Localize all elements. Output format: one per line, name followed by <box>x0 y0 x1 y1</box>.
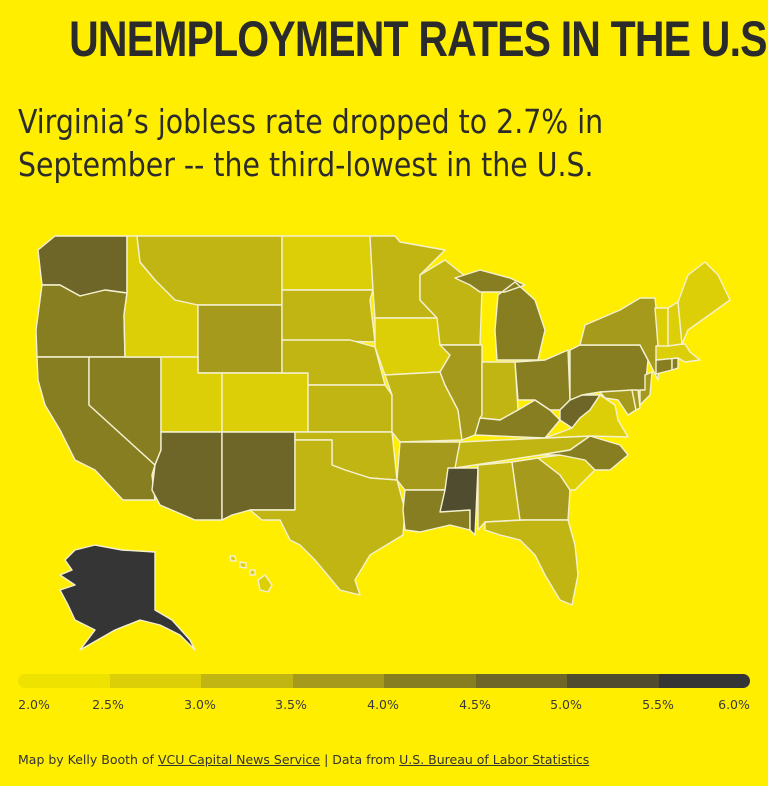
state-michigan[interactable] <box>454 269 546 361</box>
state-texas[interactable] <box>249 439 406 596</box>
state-kansas[interactable] <box>307 384 393 433</box>
state-delaware[interactable] <box>631 389 641 411</box>
us-map <box>0 225 768 665</box>
state-north-carolina[interactable] <box>539 435 629 471</box>
legend-label: 4.0% <box>367 697 399 712</box>
legend-bin-6 <box>567 674 659 688</box>
legend-label: 6.0% <box>718 697 750 712</box>
vcu-capital-news-link[interactable]: VCU Capital News Service <box>157 752 321 767</box>
state-alaska[interactable] <box>59 544 196 651</box>
state-south-dakota[interactable] <box>281 289 376 343</box>
legend-bin-4 <box>384 674 476 688</box>
legend-label: 5.0% <box>550 697 582 712</box>
legend-label: 2.0% <box>18 697 50 712</box>
credit-prefix: Map by Kelly Booth of <box>18 752 158 767</box>
state-oregon[interactable] <box>35 284 128 358</box>
legend-label: 4.5% <box>459 697 491 712</box>
state-colorado[interactable] <box>221 372 309 433</box>
state-wyoming[interactable] <box>197 304 283 374</box>
state-hawaii[interactable] <box>229 555 273 593</box>
legend-bin-5 <box>475 674 567 688</box>
state-north-dakota[interactable] <box>281 235 374 291</box>
state-maine[interactable] <box>677 261 731 345</box>
state-new-jersey[interactable] <box>639 371 653 406</box>
state-rhode-island[interactable] <box>671 357 679 371</box>
page-title: UNEMPLOYMENT RATES IN THE U.S. <box>69 11 768 67</box>
legend-labels: 2.0% 2.5% 3.0% 3.5% 4.0% 4.5% 5.0% 5.5% … <box>0 697 768 715</box>
state-vermont[interactable] <box>654 307 669 347</box>
legend-label: 2.5% <box>92 697 124 712</box>
legend-bin-7 <box>658 674 750 688</box>
legend-bin-2 <box>201 674 293 688</box>
state-virginia[interactable] <box>544 394 629 439</box>
credits-footer: Map by Kelly Booth of VCU Capital News S… <box>18 752 589 767</box>
legend-bin-0 <box>18 674 110 688</box>
state-arizona[interactable] <box>151 431 223 521</box>
legend-bin-3 <box>292 674 384 688</box>
legend-bin-1 <box>109 674 201 688</box>
subtitle-line-2: September -- the third-lowest in the U.S… <box>18 145 594 184</box>
color-legend <box>18 674 750 688</box>
legend-label: 3.0% <box>184 697 216 712</box>
state-massachusetts[interactable] <box>655 343 701 363</box>
subtitle-line-1: Virginia’s jobless rate dropped to 2.7% … <box>18 102 604 141</box>
state-new-mexico[interactable] <box>221 431 296 521</box>
state-florida[interactable] <box>484 519 579 606</box>
subtitle: Virginia’s jobless rate dropped to 2.7% … <box>18 100 654 186</box>
state-indiana[interactable] <box>479 361 519 421</box>
credit-middle: | Data from <box>320 752 400 767</box>
legend-label: 5.5% <box>642 697 674 712</box>
bls-link[interactable]: U.S. Bureau of Labor Statistics <box>399 752 590 767</box>
legend-label: 3.5% <box>275 697 307 712</box>
